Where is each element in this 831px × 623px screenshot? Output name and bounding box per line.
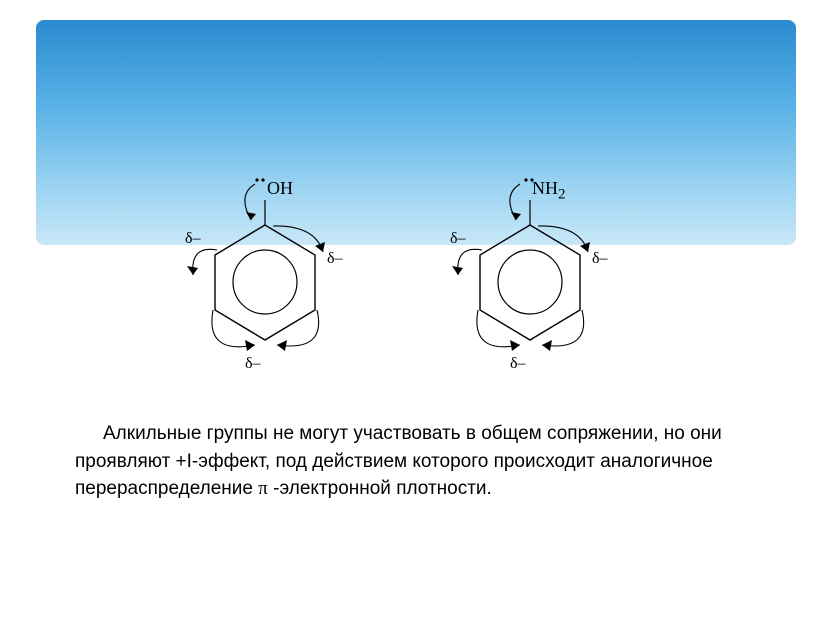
body-paragraph: Алкильные группы не могут участвовать в … <box>75 420 765 503</box>
pi-symbol: π <box>258 478 268 499</box>
delta-ortho-right-1: δ– <box>327 250 343 268</box>
delta-para-1: δ– <box>245 355 261 373</box>
paragraph-part2: -электронной плотности. <box>268 478 492 499</box>
molecule-aniline: NH2 δ– δ– δ– <box>420 170 640 380</box>
substituent-label-oh: OH <box>267 178 293 199</box>
nh-text: NH <box>532 178 558 198</box>
phenol-svg <box>155 170 375 380</box>
delta-ortho-right-2: δ– <box>592 250 608 268</box>
substituent-label-nh2: NH2 <box>532 178 566 204</box>
delta-para-2: δ– <box>510 355 526 373</box>
molecule-diagram-row: OH δ– δ– δ– NH2 δ– δ– δ– <box>0 170 831 380</box>
delta-ortho-left-1: δ– <box>185 230 201 248</box>
aniline-svg <box>420 170 640 380</box>
delta-ortho-left-2: δ– <box>450 230 466 248</box>
molecule-phenol: OH δ– δ– δ– <box>155 170 375 380</box>
nh-subscript: 2 <box>558 187 566 203</box>
